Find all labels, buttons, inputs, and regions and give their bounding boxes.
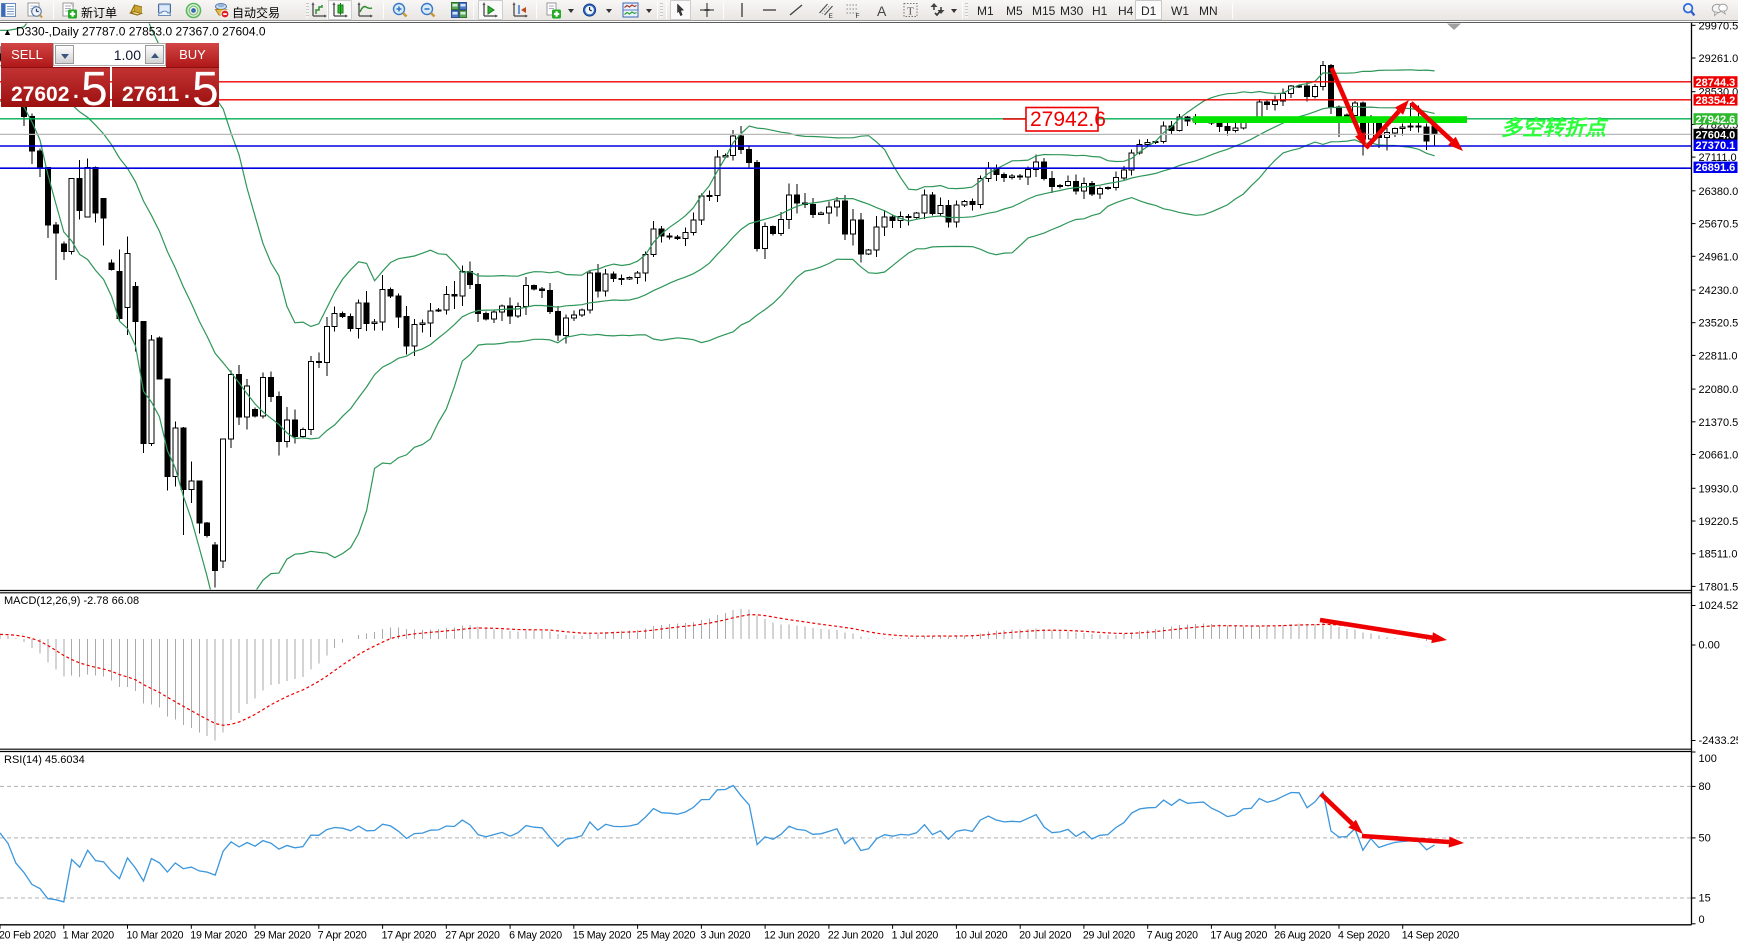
- svg-text:多空转折点: 多空转折点: [1501, 116, 1609, 140]
- svg-text:12 Jun 2020: 12 Jun 2020: [764, 930, 820, 942]
- svg-text:3 Jun 2020: 3 Jun 2020: [700, 930, 750, 942]
- svg-text:27 Apr 2020: 27 Apr 2020: [445, 930, 500, 942]
- svg-text:20 Jul 2020: 20 Jul 2020: [1019, 930, 1071, 942]
- svg-text:80: 80: [1699, 781, 1711, 793]
- svg-text:27370.1: 27370.1: [1696, 140, 1736, 152]
- svg-text:19220.5: 19220.5: [1699, 516, 1738, 528]
- svg-text:27604.0: 27604.0: [1696, 129, 1736, 141]
- svg-text:22 Jun 2020: 22 Jun 2020: [828, 930, 884, 942]
- svg-text:27942.6: 27942.6: [1030, 108, 1106, 131]
- svg-text:6 May 2020: 6 May 2020: [509, 930, 562, 942]
- svg-text:E: E: [829, 13, 834, 19]
- svg-text:F: F: [856, 13, 860, 19]
- svg-text:0: 0: [1699, 914, 1705, 926]
- svg-text:7 Aug 2020: 7 Aug 2020: [1147, 930, 1198, 942]
- svg-text:19930.0: 19930.0: [1699, 483, 1738, 495]
- svg-text:0.00: 0.00: [1699, 640, 1720, 652]
- svg-text:26891.6: 26891.6: [1696, 162, 1736, 174]
- svg-text:17 Apr 2020: 17 Apr 2020: [382, 930, 437, 942]
- svg-text:28354.2: 28354.2: [1696, 95, 1736, 107]
- svg-text:24230.0: 24230.0: [1699, 285, 1738, 297]
- svg-text:1 Jul 2020: 1 Jul 2020: [892, 930, 939, 942]
- svg-text:10 Mar 2020: 10 Mar 2020: [127, 930, 184, 942]
- svg-text:7 Apr 2020: 7 Apr 2020: [318, 930, 367, 942]
- svg-text:20661.0: 20661.0: [1699, 450, 1738, 462]
- svg-text:23520.5: 23520.5: [1699, 318, 1738, 330]
- svg-text:18511.0: 18511.0: [1699, 549, 1738, 561]
- svg-text:29261.0: 29261.0: [1699, 53, 1738, 65]
- svg-text:22811.0: 22811.0: [1699, 350, 1738, 362]
- svg-text:27111.0: 27111.0: [1699, 152, 1737, 164]
- svg-text:15: 15: [1699, 893, 1711, 905]
- svg-text:26 Aug 2020: 26 Aug 2020: [1274, 930, 1331, 942]
- svg-text:17801.5: 17801.5: [1699, 581, 1738, 593]
- svg-text:4 Sep 2020: 4 Sep 2020: [1338, 930, 1390, 942]
- svg-text:1024.52: 1024.52: [1699, 600, 1738, 612]
- svg-text:D330-,Daily 27787.0 27853.0 2: D330-,Daily 27787.0 27853.0 27367.0 2760…: [16, 25, 266, 39]
- svg-text:100: 100: [1699, 753, 1717, 765]
- svg-text:21370.5: 21370.5: [1699, 417, 1738, 429]
- svg-text:29970.5: 29970.5: [1699, 20, 1738, 32]
- svg-text:26380.0: 26380.0: [1699, 186, 1738, 198]
- svg-text:RSI(14) 45.6034: RSI(14) 45.6034: [4, 754, 85, 766]
- svg-text:19 Mar 2020: 19 Mar 2020: [190, 930, 247, 942]
- svg-text:29 Mar 2020: 29 Mar 2020: [254, 930, 311, 942]
- svg-text:20 Feb 2020: 20 Feb 2020: [0, 930, 56, 942]
- svg-text:14 Sep 2020: 14 Sep 2020: [1402, 930, 1460, 942]
- svg-text:10 Jul 2020: 10 Jul 2020: [955, 930, 1007, 942]
- svg-text:25670.5: 25670.5: [1699, 219, 1738, 231]
- svg-text:29 Jul 2020: 29 Jul 2020: [1083, 930, 1135, 942]
- svg-text:T: T: [907, 6, 914, 18]
- svg-text:15 May 2020: 15 May 2020: [573, 930, 632, 942]
- svg-text:27942.6: 27942.6: [1696, 114, 1736, 126]
- svg-text:17 Aug 2020: 17 Aug 2020: [1210, 930, 1267, 942]
- svg-text:22080.0: 22080.0: [1699, 384, 1738, 396]
- svg-text:25 May 2020: 25 May 2020: [637, 930, 696, 942]
- svg-text:MACD(12,26,9) -2.78 66.08: MACD(12,26,9) -2.78 66.08: [4, 595, 139, 607]
- svg-text:-2433.25: -2433.25: [1699, 735, 1738, 747]
- svg-text:28744.3: 28744.3: [1696, 77, 1736, 89]
- svg-text:▲: ▲: [3, 27, 12, 37]
- svg-text:1 Mar 2020: 1 Mar 2020: [63, 930, 114, 942]
- svg-text:50: 50: [1699, 832, 1711, 844]
- svg-text:24961.0: 24961.0: [1699, 251, 1738, 263]
